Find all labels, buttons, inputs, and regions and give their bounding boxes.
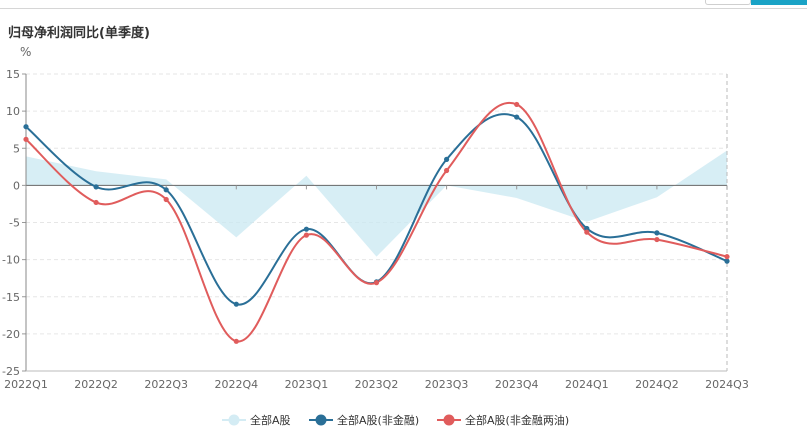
area-series xyxy=(26,150,727,257)
y-tick-labels: 15 10 5 0 -5 -10 -15 -20 -25 xyxy=(2,68,20,378)
area-series-0 xyxy=(26,150,727,257)
legend: 全部A股 全部A股(非金融) 全部A股(非金融两油) xyxy=(222,413,569,427)
x-tick-label: 2024Q2 xyxy=(635,378,679,391)
data-point xyxy=(724,254,730,260)
y-tick-label: -15 xyxy=(2,291,20,304)
data-point xyxy=(233,338,239,344)
legend-marker-2 xyxy=(443,414,455,426)
y-tick-label: -20 xyxy=(2,328,20,341)
chart-title: 归母净利润同比(单季度) xyxy=(8,26,150,41)
data-point xyxy=(303,232,309,238)
data-point xyxy=(163,187,169,193)
axes xyxy=(22,73,728,372)
data-point xyxy=(233,301,239,307)
x-tick-label: 2024Q1 xyxy=(565,378,609,391)
toolbar-accent-button[interactable] xyxy=(751,0,807,5)
data-point xyxy=(654,230,660,236)
top-divider xyxy=(0,8,807,9)
data-points xyxy=(23,101,730,344)
data-point xyxy=(163,196,169,203)
y-tick-label: -25 xyxy=(2,365,20,378)
toolbar-button[interactable] xyxy=(705,0,751,5)
x-tick-labels: 2022Q1 2022Q2 2022Q3 2022Q4 2023Q1 2023Q2 2023… xyxy=(4,378,749,391)
data-point xyxy=(514,101,520,108)
data-point xyxy=(23,124,29,130)
data-point xyxy=(584,229,590,235)
legend-label-0: 全部A股 xyxy=(250,413,291,427)
legend-marker-0 xyxy=(228,414,240,426)
data-point xyxy=(444,167,450,174)
y-tick-label: 15 xyxy=(6,68,20,81)
data-point xyxy=(23,136,29,142)
y-tick-label: 5 xyxy=(13,142,20,155)
x-tick-label: 2022Q2 xyxy=(74,378,118,391)
data-point xyxy=(303,226,309,232)
x-tick-label: 2022Q1 xyxy=(4,378,48,391)
data-point xyxy=(93,199,99,206)
y-tick-label: 10 xyxy=(6,105,20,118)
data-point xyxy=(514,114,520,120)
y-tick-label: -10 xyxy=(2,254,20,267)
data-point xyxy=(584,225,590,232)
data-point xyxy=(93,184,99,190)
y-tick-label: -5 xyxy=(9,217,20,230)
legend-label-1: 全部A股(非金融) xyxy=(337,413,419,427)
x-tick-label: 2024Q3 xyxy=(705,378,749,391)
x-tick-label: 2022Q3 xyxy=(144,378,188,391)
x-tick-label: 2023Q3 xyxy=(425,378,469,391)
y-axis-unit: % xyxy=(20,45,32,59)
data-point xyxy=(724,258,730,264)
legend-marker-1 xyxy=(315,414,327,426)
data-point xyxy=(373,280,380,286)
x-tick-label: 2022Q4 xyxy=(214,378,258,391)
y-tick-label: 0 xyxy=(13,179,20,192)
x-tick-label: 2023Q4 xyxy=(495,378,539,391)
data-point xyxy=(444,156,450,162)
data-point xyxy=(654,236,660,243)
legend-label-2: 全部A股(非金融两油) xyxy=(465,413,569,427)
x-tick-label: 2023Q1 xyxy=(285,378,329,391)
x-tick-label: 2023Q2 xyxy=(355,378,399,391)
